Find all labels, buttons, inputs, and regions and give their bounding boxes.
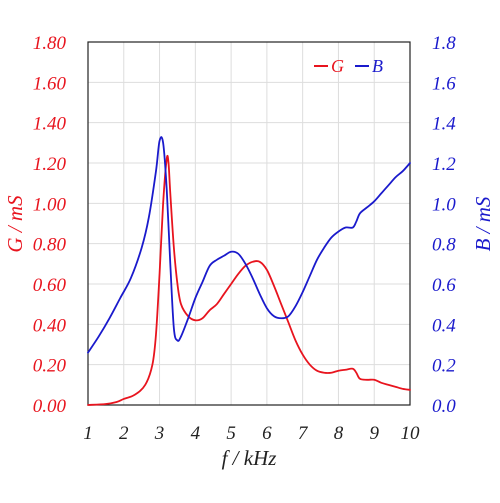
grid: [87, 41, 411, 406]
x-tick-label: 3: [154, 423, 165, 444]
x-tick-label: 10: [401, 423, 421, 444]
right-tick-label: 1.4: [432, 114, 456, 135]
right-tick-label: 1.0: [432, 194, 456, 215]
right-tick-label: 0.4: [432, 315, 456, 336]
x-tick-label: 2: [119, 423, 129, 444]
right-tick-label: 0.8: [432, 235, 456, 256]
right-tick-label: 1.6: [432, 73, 456, 94]
x-tick-label: 5: [226, 423, 236, 444]
right-tick-label: 1.2: [432, 154, 456, 175]
right-tick-label: 0.0: [432, 396, 456, 417]
left-tick-label: 1.20: [33, 154, 67, 175]
right-axis-ticks: 0.0 0.2 0.4 0.6 0.8 1.0 1.2 1.4 1.6 1.8: [432, 33, 456, 417]
left-tick-label: 0.20: [33, 356, 67, 377]
x-tick-label: 8: [334, 423, 344, 444]
legend-b-label: B: [372, 56, 383, 76]
left-tick-label: 1.00: [33, 194, 67, 215]
left-tick-label: 1.80: [33, 33, 67, 54]
right-tick-label: 0.6: [432, 275, 456, 296]
right-axis-label: B / mS: [471, 196, 495, 251]
left-axis-ticks: 0.00 0.20 0.40 0.60 0.80 1.00 1.20 1.40 1.60 1.80: [33, 33, 67, 417]
left-tick-label: 0.40: [33, 315, 67, 336]
right-tick-label: 0.2: [432, 356, 456, 377]
x-tick-label: 9: [369, 423, 379, 444]
x-tick-label: 6: [262, 423, 272, 444]
plot-frame: [87, 41, 411, 406]
left-tick-label: 0.80: [33, 235, 67, 256]
left-tick-label: 1.60: [33, 73, 67, 94]
left-tick-label: 0.00: [33, 396, 67, 417]
right-tick-label: 1.8: [432, 33, 456, 54]
x-tick-label: 4: [191, 423, 201, 444]
series-b-line: [87, 136, 411, 354]
left-tick-label: 0.60: [33, 275, 67, 296]
legend: G B: [314, 56, 383, 76]
series-g-line: [87, 154, 411, 406]
left-axis-label: G / mS: [3, 195, 27, 253]
x-axis-ticks: 1 2 3 4 5 6 7 8 9 10: [83, 423, 420, 444]
x-tick-label: 1: [83, 423, 93, 444]
x-axis-label: f / kHz: [222, 446, 277, 470]
series-lines: [87, 136, 411, 406]
x-tick-label: 7: [298, 423, 309, 444]
legend-g-label: G: [331, 56, 344, 76]
left-tick-label: 1.40: [33, 114, 67, 135]
